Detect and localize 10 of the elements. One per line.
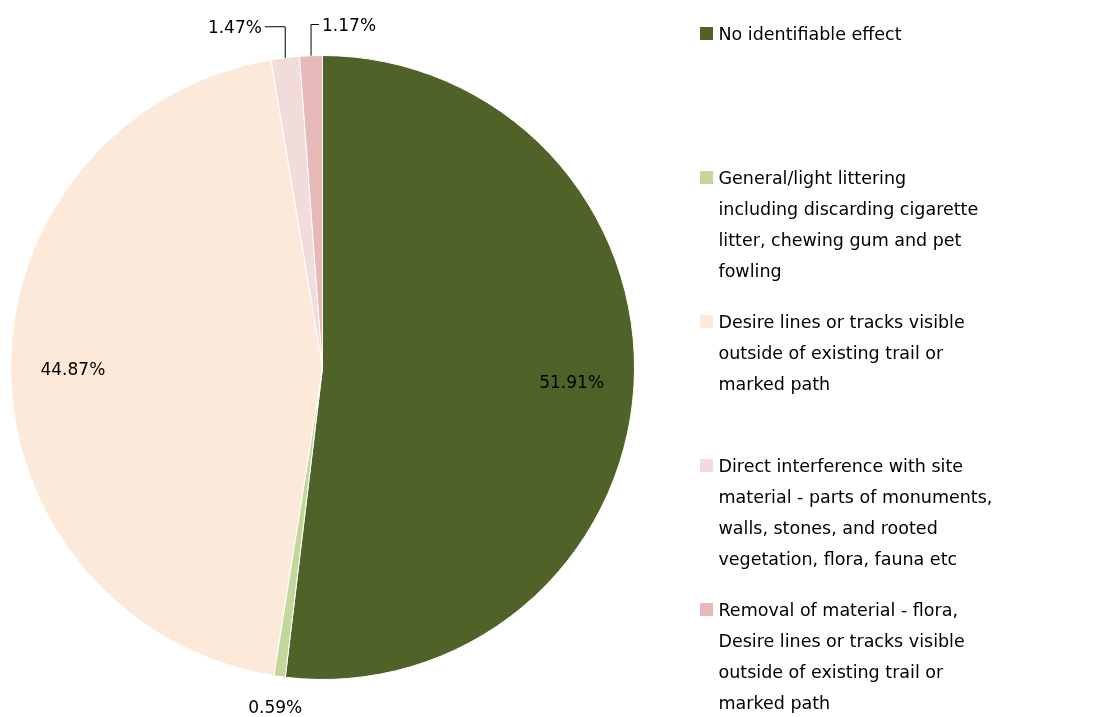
data-label: 44.87% (40, 358, 106, 379)
legend-label: Removal of material - flora, Desire lines or tracks visible outside of existing trail or marked path (718, 599, 965, 713)
data-label: 0.59% (248, 697, 303, 717)
data-label: 1.17% (322, 14, 377, 35)
legend-label: No identifiable effect (718, 23, 902, 44)
data-label: 51.91% (539, 372, 605, 393)
legend-label: General/light littering including discarding cigarette litter, chewing gum and pet fowling (718, 167, 979, 281)
legend-label: Direct interference with site material - parts of monuments, walls, stones, and rooted vegetation, flora, fauna etc (718, 455, 993, 569)
legend-label: Desire lines or tracks visible outside of existing trail or marked path (718, 311, 965, 394)
data-label: 1.47% (207, 16, 262, 37)
